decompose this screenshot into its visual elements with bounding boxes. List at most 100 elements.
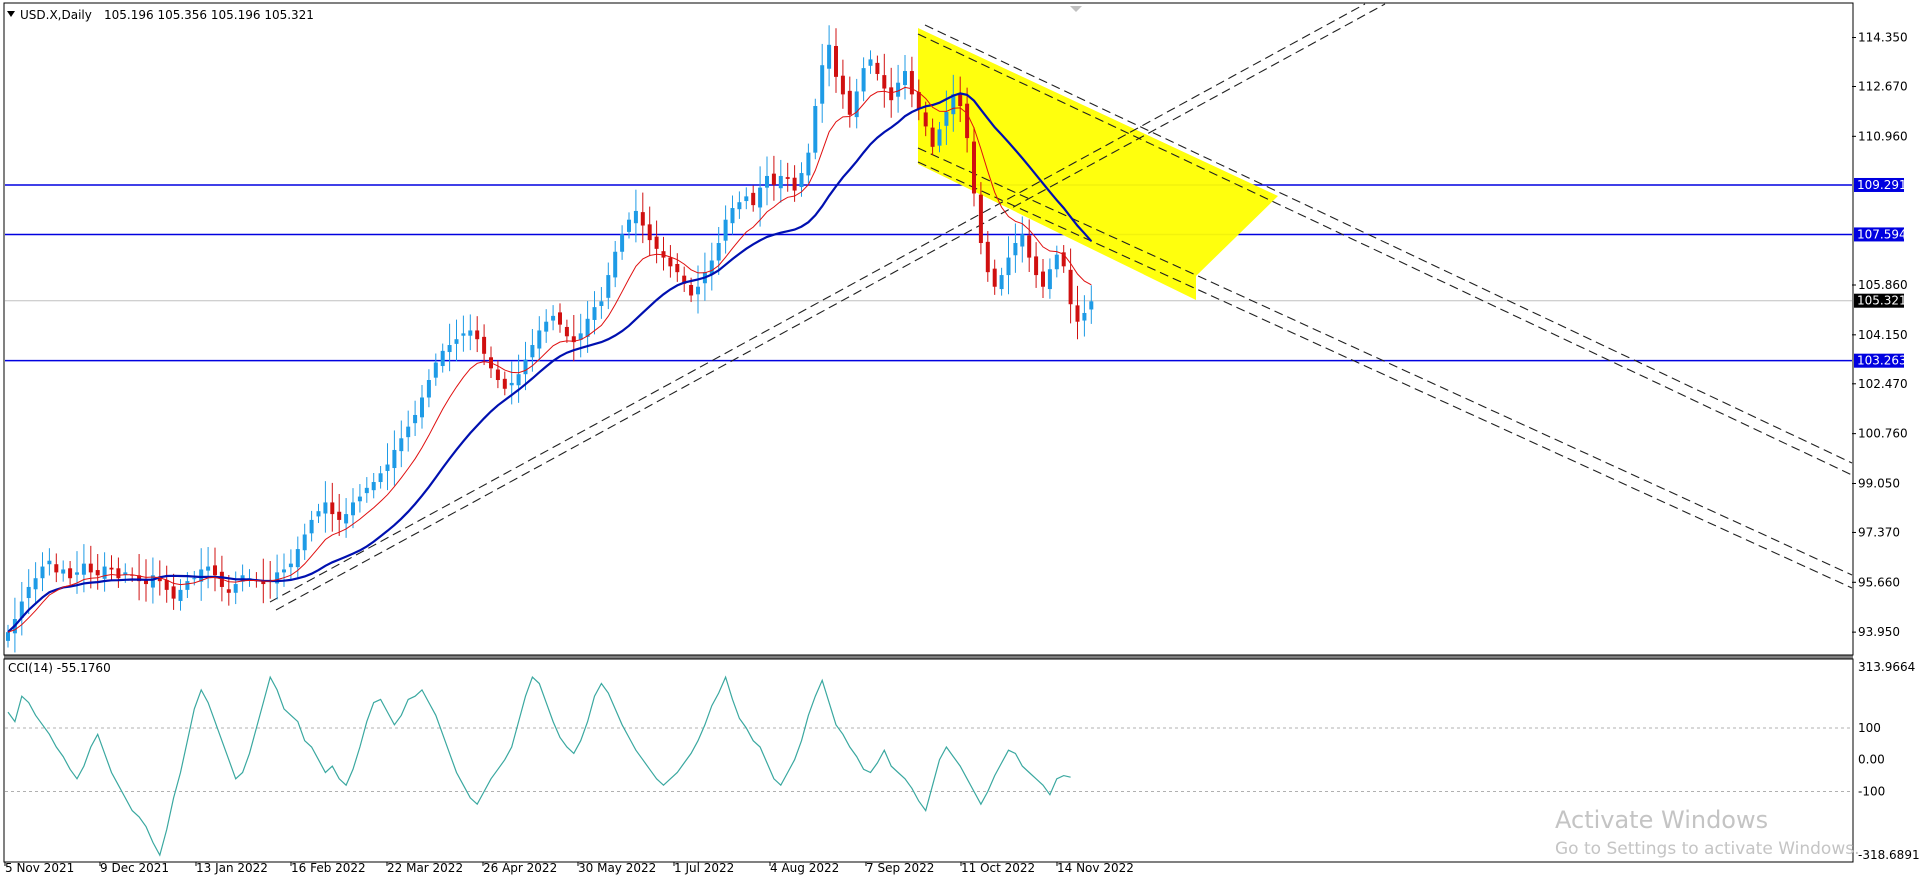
candle <box>758 166 763 227</box>
candle-body <box>144 578 148 585</box>
candle-body <box>985 241 990 273</box>
candle-body <box>420 397 424 418</box>
candle <box>468 314 473 351</box>
candle-body <box>889 87 894 101</box>
candle <box>840 59 845 109</box>
candle-body <box>868 59 873 66</box>
candle-body <box>861 68 866 92</box>
candle-body <box>406 426 411 438</box>
time-label: 1 Jul 2022 <box>674 861 734 875</box>
fast-ma-line <box>7 86 1092 633</box>
candle-body <box>765 175 769 188</box>
candle <box>592 291 597 335</box>
symbol-menu-triangle-icon[interactable] <box>7 11 15 17</box>
candle-body <box>33 578 38 590</box>
candle-body <box>54 564 59 573</box>
time-label: 26 Apr 2022 <box>483 861 557 875</box>
candle <box>502 371 507 396</box>
candle <box>399 420 404 468</box>
candle <box>116 557 121 588</box>
candle <box>40 552 45 592</box>
candle-body <box>199 569 204 582</box>
candle-body <box>95 570 100 576</box>
candle <box>454 319 459 362</box>
activate-windows-title: Activate Windows <box>1555 806 1768 834</box>
candle-body <box>620 234 625 252</box>
candle <box>61 560 66 582</box>
candle-body <box>854 91 859 118</box>
candle <box>771 155 776 201</box>
candle-body <box>654 236 659 249</box>
candle <box>406 410 411 452</box>
current-price-label: 105.321 <box>1857 294 1907 308</box>
candle-body <box>951 94 956 115</box>
candle <box>785 162 790 192</box>
candle-body <box>744 196 749 202</box>
candle <box>482 324 487 366</box>
candle <box>1089 285 1094 324</box>
level-label-box <box>1854 177 1904 192</box>
candle-body <box>558 312 562 325</box>
price-tick-label: 112.670 <box>1858 79 1908 93</box>
candle-body <box>323 502 328 514</box>
candle-body <box>599 301 604 306</box>
candle <box>1027 219 1032 273</box>
candle-body <box>909 71 914 95</box>
candle-body <box>930 127 935 147</box>
candle <box>1082 295 1087 337</box>
candle-body <box>392 449 397 469</box>
candle-body <box>827 44 832 69</box>
candle-body <box>916 92 921 109</box>
candle-body <box>1027 235 1032 258</box>
candle-body <box>426 380 431 398</box>
time-label: 9 Dec 2021 <box>100 861 169 875</box>
candle <box>378 465 383 489</box>
candle-body <box>295 549 300 568</box>
candle-body <box>523 359 528 375</box>
candle-body <box>689 284 694 296</box>
candle <box>640 192 645 244</box>
candle <box>364 477 369 503</box>
candle <box>1068 248 1073 324</box>
cci-tick-label: 0.00 <box>1858 753 1885 767</box>
candle-body <box>185 581 190 590</box>
price-axis: 114.350 112.670 110.960 105.860 104.150 102.4… <box>1852 31 1908 639</box>
candle <box>675 253 680 282</box>
candle-body <box>806 152 811 176</box>
time-label: 5 Nov 2021 <box>5 861 74 875</box>
candle-body <box>751 192 756 206</box>
candle <box>992 259 997 295</box>
time-label: 22 Mar 2022 <box>387 861 463 875</box>
candle-body <box>150 575 155 588</box>
candle-body <box>785 177 790 179</box>
candle <box>978 182 983 255</box>
price-tick-label: 114.350 <box>1858 31 1908 45</box>
candle-body <box>6 632 10 641</box>
candle <box>137 554 142 601</box>
candle <box>799 162 804 197</box>
candle-body <box>364 487 369 494</box>
candle <box>1054 245 1059 278</box>
cci-axis: 313.9664 100 0.00 -100 -318.6891 <box>1858 660 1920 862</box>
symbol-label: USD.X,Daily <box>20 8 92 22</box>
time-label: 30 May 2022 <box>578 861 656 875</box>
time-label: 11 Oct 2022 <box>961 861 1035 875</box>
candle-body <box>1020 234 1025 247</box>
candle-body <box>834 45 838 77</box>
candle <box>861 57 866 102</box>
candle <box>475 316 480 353</box>
candle-body <box>88 563 93 573</box>
candle-body <box>19 601 24 618</box>
candle <box>75 551 79 594</box>
candle-body <box>433 362 438 378</box>
level-label-box <box>1854 227 1904 242</box>
candle <box>613 240 618 288</box>
candle-body <box>385 464 390 471</box>
candle-body <box>578 333 583 340</box>
price-tick-label: 110.960 <box>1858 129 1908 143</box>
candle <box>54 553 59 583</box>
candle <box>909 56 914 108</box>
candle-body <box>81 563 86 575</box>
candle <box>337 493 342 536</box>
